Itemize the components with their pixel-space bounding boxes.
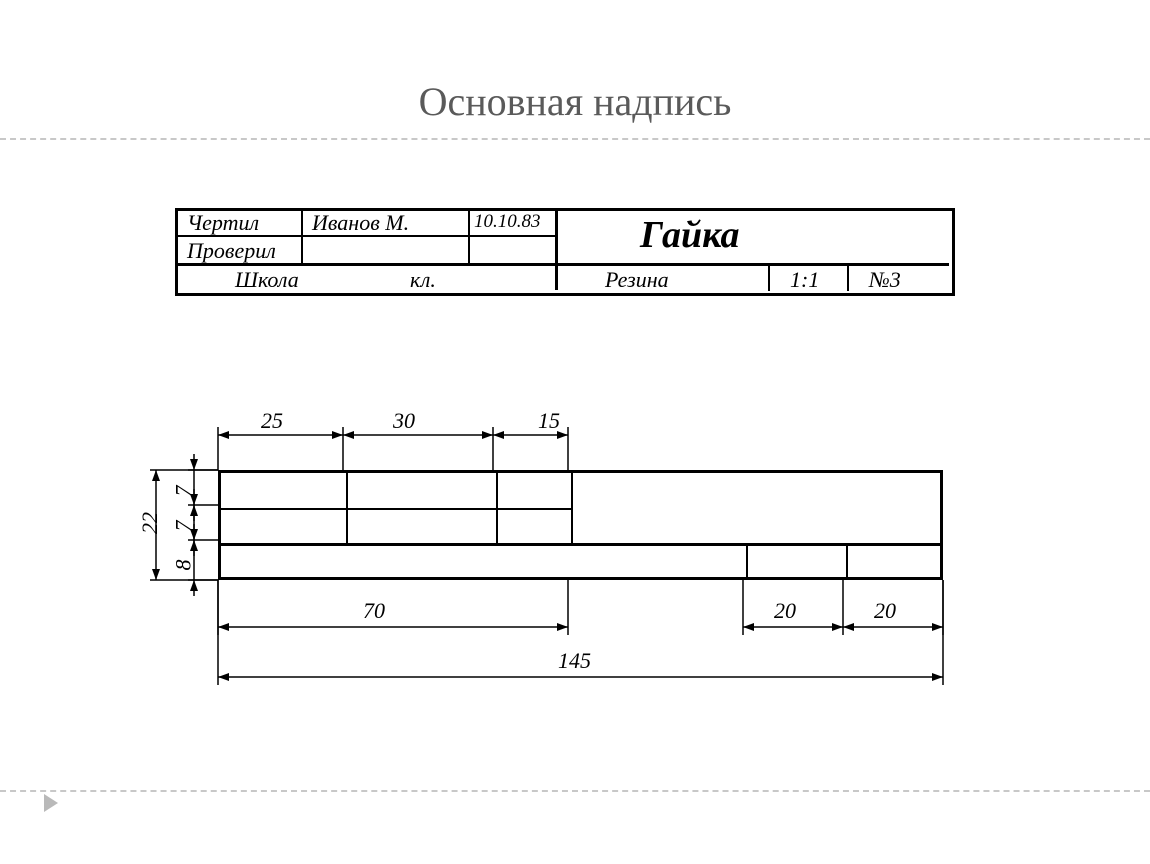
slide-bullet: [44, 794, 58, 812]
dim-8: 8: [171, 560, 197, 571]
dim-lines: [118, 380, 1038, 730]
tb-scale: 1:1: [790, 267, 819, 293]
tb-drew-name: Иванов М.: [312, 210, 409, 236]
dim-20a: 20: [774, 598, 796, 624]
tb-drew-label: Чертил: [187, 210, 259, 236]
tb-drew-date: 10.10.83: [474, 211, 541, 233]
dim-25: 25: [261, 408, 283, 434]
tb-material: Резина: [605, 267, 669, 293]
tb-checked-label: Проверил: [187, 238, 276, 264]
titleblock-filled: Чертил Иванов М. 10.10.83 Проверил Гайка…: [175, 208, 955, 298]
tb-number: №3: [869, 267, 901, 293]
divider-top: [0, 138, 1150, 140]
dim-20b: 20: [874, 598, 896, 624]
dim-30: 30: [393, 408, 415, 434]
tb-org1: Школа: [235, 267, 299, 293]
divider-bottom: [0, 790, 1150, 792]
titleblock-dimensions: 25 30 15 70 20 20 145 22 7 7 8: [118, 380, 1038, 730]
dim-7a: 7: [171, 486, 197, 497]
page-title: Основная надпись: [0, 78, 1150, 125]
dim-7b: 7: [171, 521, 197, 532]
dim-15: 15: [538, 408, 560, 434]
tb-part-name: Гайка: [640, 213, 739, 257]
dim-70: 70: [363, 598, 385, 624]
dim-22: 22: [137, 512, 163, 534]
tb-org2: кл.: [410, 267, 436, 293]
dim-145: 145: [558, 648, 591, 674]
